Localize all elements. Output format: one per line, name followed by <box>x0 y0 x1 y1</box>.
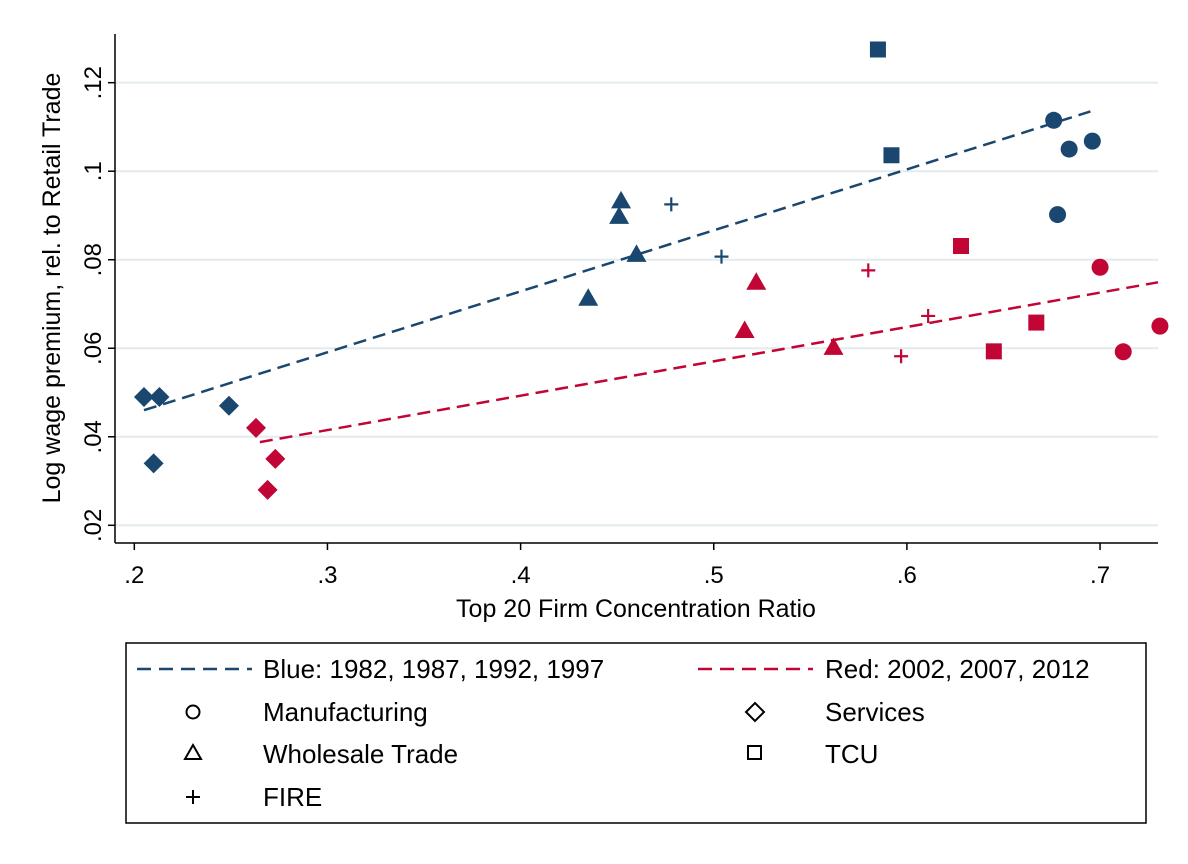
legend-square-icon <box>747 745 762 760</box>
point-blue-services <box>218 395 239 416</box>
point-red-wholesale <box>734 320 755 339</box>
point-blue-wholesale <box>611 190 632 209</box>
legend-box <box>125 642 1147 824</box>
point-red-tcu <box>952 238 969 255</box>
point-red-tcu <box>985 343 1002 360</box>
legend-wholesale-label: Wholesale Trade <box>263 739 458 769</box>
x-tick-label: .6 <box>897 562 917 589</box>
point-blue-manufacturing <box>1083 132 1101 150</box>
point-blue-wholesale <box>626 244 647 262</box>
legend-triangle-icon <box>183 742 203 760</box>
axes <box>114 34 1158 544</box>
point-red-services <box>245 417 266 438</box>
y-tick-label: .04 <box>80 420 107 453</box>
y-tick-label: .08 <box>80 243 107 276</box>
point-red-manufacturing <box>1114 343 1132 361</box>
point-blue-tcu <box>869 41 886 58</box>
fit-line-blue <box>143 110 1091 412</box>
point-blue-fire <box>714 249 729 264</box>
y-axis-ticks: .02 .04 .06 .08 .1 .12 <box>80 66 115 542</box>
y-tick-label: .1 <box>80 161 107 181</box>
x-axis-title: Top 20 Firm Concentration Ratio <box>456 595 816 623</box>
point-red-wholesale <box>746 272 767 290</box>
data-points <box>133 41 1169 500</box>
point-blue-fire <box>664 197 679 212</box>
fit-lines <box>143 110 1159 444</box>
point-blue-wholesale <box>578 288 599 306</box>
point-red-services <box>257 479 278 500</box>
legend-services-label: Services <box>825 697 925 727</box>
legend-red-label: Red: 2002, 2007, 2012 <box>825 654 1090 684</box>
legend: Blue: 1982, 1987, 1992, 1997 Red: 2002, … <box>125 642 1147 824</box>
point-blue-tcu <box>883 147 900 164</box>
x-tick-label: .3 <box>317 562 337 589</box>
point-blue-manufacturing <box>1060 140 1078 158</box>
legend-diamond-icon <box>744 701 766 723</box>
fit-line-red <box>259 281 1159 444</box>
point-blue-services <box>143 453 164 474</box>
point-red-manufacturing <box>1151 317 1169 335</box>
legend-circle-icon <box>185 704 201 720</box>
y-axis-title: Log wage premium, rel. to Retail Trade <box>38 73 66 504</box>
legend-tcu-label: TCU <box>825 739 878 769</box>
x-axis-ticks: .2 .3 .4 .5 .6 .7 <box>124 543 1110 589</box>
legend-manufacturing-label: Manufacturing <box>263 697 428 727</box>
point-red-tcu <box>1028 314 1045 331</box>
point-red-fire <box>861 263 876 278</box>
point-red-wholesale <box>823 337 844 355</box>
point-blue-manufacturing <box>1049 206 1067 224</box>
point-red-fire <box>894 349 909 364</box>
x-tick-label: .4 <box>511 562 531 589</box>
y-tick-label: .12 <box>80 66 107 99</box>
point-blue-manufacturing <box>1045 111 1063 129</box>
legend-plus-icon <box>186 790 200 804</box>
x-tick-label: .7 <box>1090 562 1110 589</box>
legend-blue-label: Blue: 1982, 1987, 1992, 1997 <box>263 654 604 684</box>
point-blue-services <box>149 386 170 407</box>
point-red-fire <box>921 308 936 323</box>
x-tick-label: .2 <box>124 562 144 589</box>
point-red-services <box>265 448 286 469</box>
x-tick-label: .5 <box>704 562 724 589</box>
point-red-manufacturing <box>1091 258 1109 276</box>
point-blue-wholesale <box>609 206 630 224</box>
legend-fire-label: FIRE <box>263 782 322 812</box>
point-blue-services <box>133 386 154 407</box>
y-tick-label: .06 <box>80 332 107 365</box>
y-tick-label: .02 <box>80 509 107 542</box>
